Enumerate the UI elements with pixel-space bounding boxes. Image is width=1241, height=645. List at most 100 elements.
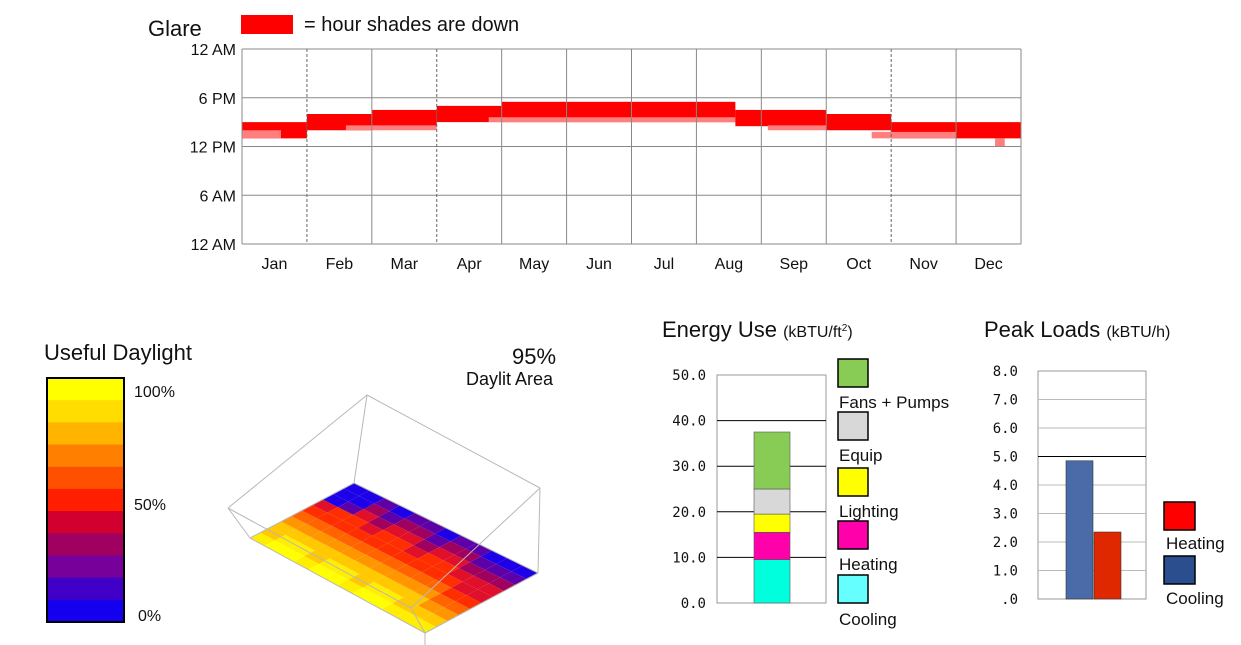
daylight-cell: [337, 501, 364, 515]
daylight-cell: [333, 488, 359, 502]
room-edge: [227, 507, 251, 539]
daylight-cell: [447, 568, 474, 582]
daylight-cell: [359, 568, 385, 582]
glare-light-band-4: [871, 131, 957, 139]
daylight-cell: [398, 531, 425, 546]
daylight-cell: [358, 490, 385, 504]
daylight-legend-swatch-9: [47, 577, 124, 601]
daylight-cell: [417, 552, 444, 567]
daylight-cell: [285, 529, 311, 543]
daylight-cell: [264, 540, 290, 554]
daylight-cell: [455, 595, 482, 609]
daylight-cell: [421, 613, 448, 627]
daylight-cell: [348, 496, 375, 510]
daylight-cell: [310, 531, 337, 545]
peak-ytick-4: 4.0: [993, 478, 1018, 494]
daylight-cell: [306, 518, 332, 532]
energy-units-end: ): [847, 324, 853, 341]
peak-ytick-2: 6.0: [993, 421, 1018, 437]
daylight-legend-swatch-7: [47, 533, 124, 556]
glare-band-4: [501, 101, 736, 123]
glare-month-oct: Oct: [846, 256, 871, 273]
daylight-cell: [389, 505, 416, 519]
daylight-cell: [260, 527, 286, 541]
daylight-cell: [428, 547, 455, 561]
daylight-cell: [376, 543, 403, 557]
daylight-cell: [477, 583, 505, 597]
daylight-cell: [388, 583, 415, 598]
room-edge: [537, 487, 541, 574]
daylight-cell: [473, 569, 501, 584]
daylight-cell: [293, 556, 320, 570]
daylight-legend-swatch-10: [47, 599, 124, 623]
peak-legend-swatch-0: [1163, 501, 1196, 531]
daylight-legend: [46, 377, 125, 623]
daylight-cell: [410, 572, 437, 586]
energy-ytick-1: 40.0: [672, 414, 706, 430]
daylight-cell: [368, 516, 394, 530]
daylight-cell: [321, 525, 347, 540]
daylight-cell: [322, 571, 349, 586]
energy-ytick-2: 30.0: [672, 459, 706, 475]
daylight-cell: [444, 601, 471, 615]
daylight-tick-50: 50%: [134, 497, 167, 514]
room-edge: [227, 507, 412, 609]
glare-light-band-1: [345, 125, 437, 131]
daylight-legend-swatch-8: [47, 555, 124, 579]
glare-band-6: [826, 114, 892, 131]
room-edge: [249, 537, 426, 634]
daylight-3d-room: [227, 394, 541, 645]
daylight-cell: [361, 535, 388, 550]
daylight-cell: [443, 554, 470, 569]
daylight-cell: [370, 562, 396, 577]
daylight-cell: [351, 541, 377, 555]
daylight-cell: [395, 564, 422, 578]
daylight-cell: [439, 541, 466, 555]
glare-legend-swatch: [241, 15, 293, 34]
daylight-legend-swatch-0: [47, 378, 124, 401]
daylight-cell: [406, 605, 433, 620]
glare-month-jan: Jan: [262, 256, 288, 273]
daylight-legend-swatch-5: [47, 488, 124, 512]
daylight-cell: [250, 532, 276, 546]
energy-legend-swatch-0: [837, 358, 869, 388]
energy-units-sup: 2: [841, 323, 848, 334]
glare-chart: 12 AM 6 PM 12 PM 6 AM 12 AM Jan Feb Mar Apr May Ju…: [190, 42, 1022, 273]
peak-ytick-1: 7.0: [993, 393, 1018, 409]
peak-ytick-7: 1.0: [993, 564, 1018, 580]
glare-month-may: May: [519, 256, 549, 273]
daylight-cell: [279, 548, 305, 562]
daylight-cell: [404, 513, 431, 527]
room-edge: [353, 482, 539, 574]
room-edge: [227, 394, 368, 509]
energy-legend-label-cooling: Cooling: [839, 610, 897, 629]
daylight-cell: [413, 539, 440, 553]
daylight-cell: [393, 518, 420, 532]
glare-month-nov: Nov: [909, 256, 937, 273]
daylight-cell: [436, 574, 463, 588]
energy-ytick-3: 20.0: [672, 505, 706, 521]
glare-ytick-4: 12 AM: [191, 237, 236, 254]
daylight-cell: [325, 539, 352, 553]
glare-ytick-0: 12 AM: [191, 42, 236, 59]
glare-band-5: [735, 109, 827, 127]
daylight-cell: [458, 562, 486, 576]
peak-ytick-0: 8.0: [993, 364, 1018, 380]
daylit-percent: 95%: [512, 344, 557, 369]
daylight-cell: [465, 543, 492, 557]
daylight-tick-0: 0%: [138, 608, 162, 625]
daylight-cell: [346, 528, 373, 542]
daylight-cell: [329, 552, 356, 567]
energy-title: Energy Use (kBTU/ft2): [662, 317, 853, 343]
glare-band-2: [371, 109, 437, 127]
energy-units-text: (kBTU/ft: [783, 324, 842, 341]
glare-light-band-0: [242, 130, 281, 139]
energy-legend-label-heating: Heating: [839, 555, 898, 574]
daylight-title: Useful Daylight: [44, 340, 192, 365]
daylight-cell: [500, 571, 527, 585]
daylight-cell: [488, 577, 516, 591]
glare-ytick-2: 12 PM: [190, 140, 236, 157]
daylight-cell: [391, 551, 418, 565]
